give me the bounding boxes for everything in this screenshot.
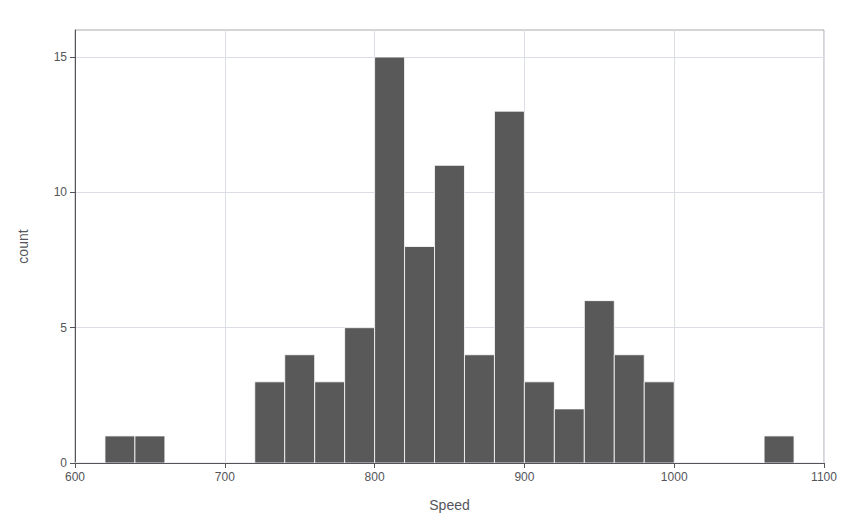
svg-text:0: 0 [60, 456, 67, 470]
svg-text:800: 800 [365, 470, 385, 484]
svg-text:count: count [15, 229, 31, 263]
svg-text:15: 15 [54, 50, 68, 64]
svg-text:Speed: Speed [429, 497, 469, 513]
svg-text:600: 600 [65, 470, 85, 484]
svg-text:1000: 1000 [661, 470, 688, 484]
svg-text:5: 5 [60, 321, 67, 335]
svg-text:10: 10 [54, 185, 68, 199]
svg-text:1100: 1100 [811, 470, 837, 484]
svg-text:900: 900 [514, 470, 534, 484]
svg-text:700: 700 [215, 470, 235, 484]
